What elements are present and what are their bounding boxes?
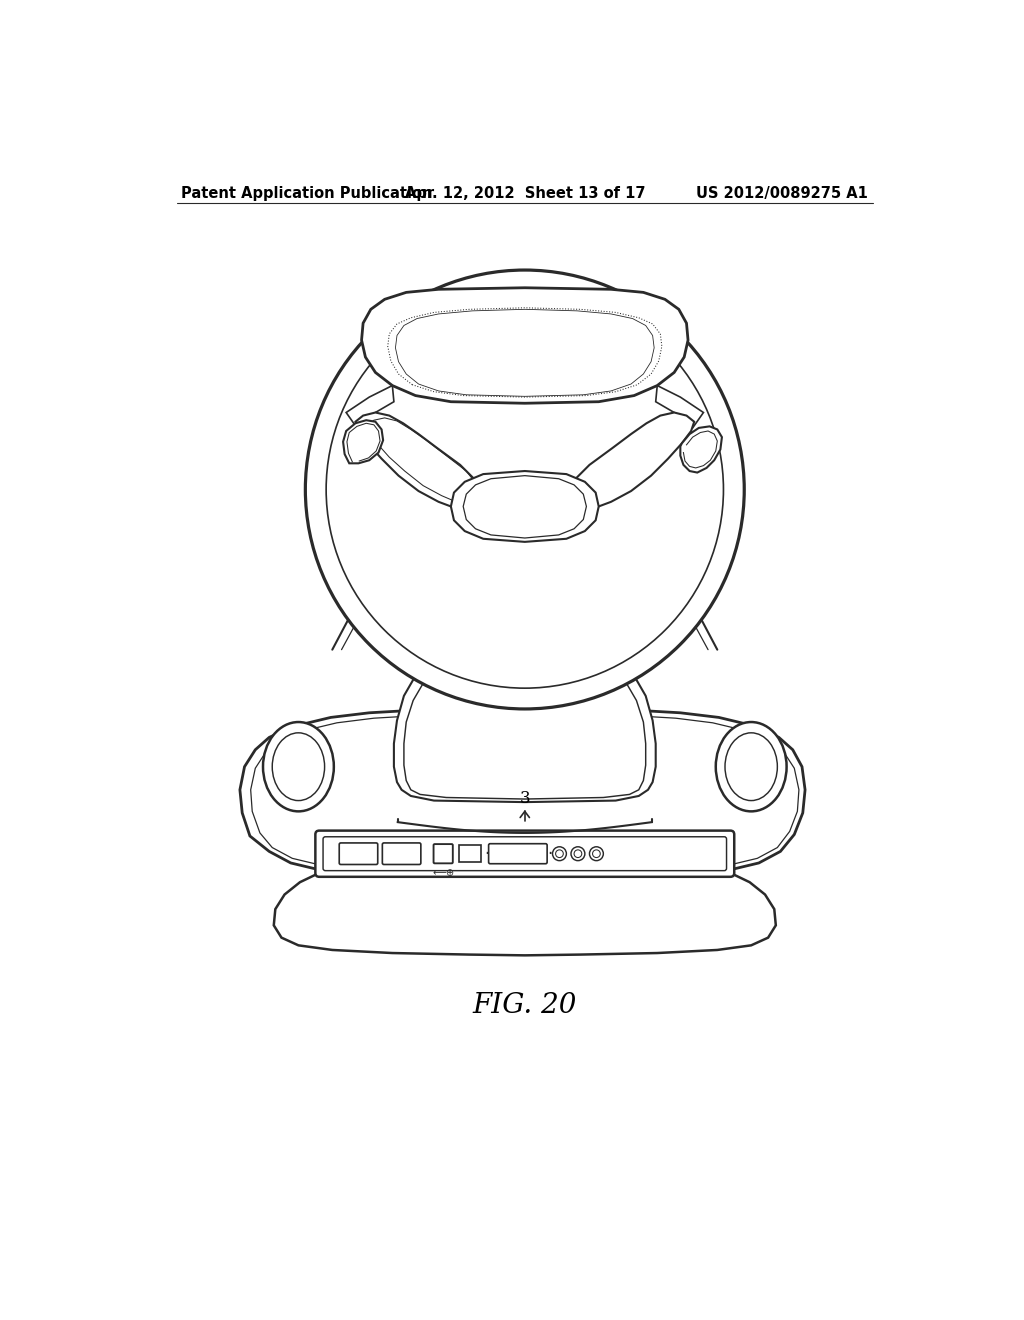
Text: ·: · — [484, 845, 489, 863]
Text: FIG. 20: FIG. 20 — [473, 991, 577, 1019]
FancyBboxPatch shape — [433, 843, 453, 863]
Circle shape — [571, 847, 585, 861]
FancyBboxPatch shape — [323, 837, 727, 871]
Text: ⟵⊕: ⟵⊕ — [432, 867, 455, 878]
FancyBboxPatch shape — [339, 843, 378, 865]
Circle shape — [305, 271, 744, 709]
Polygon shape — [343, 420, 383, 463]
Text: 3: 3 — [519, 789, 530, 807]
FancyBboxPatch shape — [382, 843, 421, 865]
Circle shape — [574, 850, 582, 858]
Polygon shape — [394, 649, 655, 803]
Polygon shape — [346, 385, 394, 428]
Circle shape — [556, 850, 563, 858]
Circle shape — [553, 847, 566, 861]
Circle shape — [590, 847, 603, 861]
Polygon shape — [355, 412, 480, 507]
Ellipse shape — [716, 722, 786, 812]
Text: Apr. 12, 2012  Sheet 13 of 17: Apr. 12, 2012 Sheet 13 of 17 — [404, 186, 645, 202]
Ellipse shape — [725, 733, 777, 800]
Polygon shape — [680, 426, 722, 473]
Ellipse shape — [263, 722, 334, 812]
Text: ·: · — [547, 845, 552, 863]
FancyBboxPatch shape — [488, 843, 547, 863]
Polygon shape — [240, 709, 805, 879]
Circle shape — [593, 850, 600, 858]
FancyBboxPatch shape — [460, 845, 481, 862]
Polygon shape — [273, 873, 776, 956]
Text: US 2012/0089275 A1: US 2012/0089275 A1 — [696, 186, 868, 202]
Polygon shape — [361, 288, 688, 404]
Ellipse shape — [272, 733, 325, 800]
FancyBboxPatch shape — [315, 830, 734, 876]
Polygon shape — [451, 471, 599, 543]
Text: Patent Application Publication: Patent Application Publication — [180, 186, 432, 202]
Polygon shape — [655, 385, 703, 428]
Circle shape — [326, 290, 724, 688]
Polygon shape — [569, 412, 694, 507]
